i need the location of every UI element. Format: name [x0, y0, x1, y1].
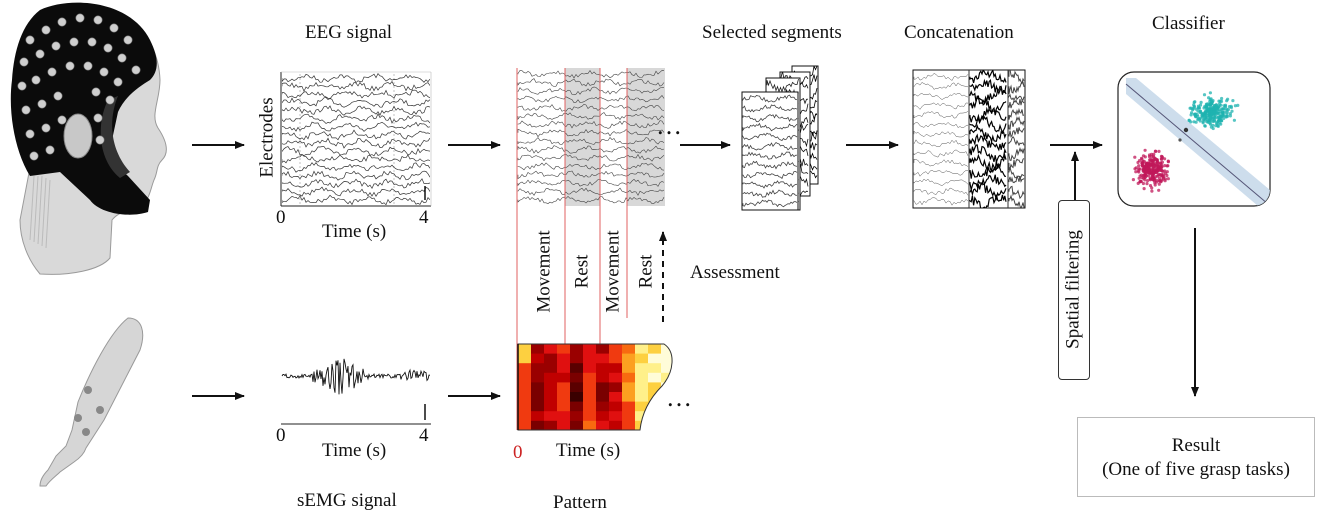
semg-x-tick-4: 4	[419, 425, 429, 446]
eeg-time-axis-label: Time (s)	[322, 221, 387, 242]
segmented-eeg-plot	[516, 68, 665, 430]
result-detail: (One of five grasp tasks)	[1102, 459, 1290, 480]
selected-segments-title: Selected segments	[702, 22, 842, 43]
eeg-signal-title: EEG signal	[305, 22, 393, 43]
segment-label-rest-2: Rest	[635, 254, 657, 289]
segment-label-movement-2: Movement	[602, 230, 624, 313]
segment-label-rest-1: Rest	[571, 254, 593, 289]
ellipsis-bottom: …	[666, 383, 692, 412]
eeg-plot	[280, 71, 432, 207]
result-box: Result (One of five grasp tasks)	[1077, 417, 1315, 497]
pattern-time-axis-label: Time (s)	[556, 440, 621, 461]
ellipsis-top: …	[656, 111, 682, 140]
semg-signal-title: sEMG signal	[297, 490, 397, 511]
head-eeg-cap-icon	[10, 2, 167, 275]
result-title: Result	[1171, 435, 1221, 456]
eeg-x-tick-4: 4	[419, 207, 429, 228]
eeg-x-tick-0: 0	[276, 207, 286, 228]
segment-label-movement-1: Movement	[533, 230, 555, 313]
semg-x-tick-0: 0	[276, 425, 286, 446]
classifier-scatter	[1117, 71, 1271, 207]
selected-segments-stack	[741, 65, 819, 211]
spatial-filtering-label: Spatial filtering	[1062, 230, 1084, 349]
pattern-heatmap	[517, 343, 673, 431]
electrodes-axis-label: Electrodes	[256, 97, 278, 178]
semg-plot	[281, 358, 431, 425]
classifier-title: Classifier	[1152, 13, 1225, 34]
semg-time-axis-label: Time (s)	[322, 440, 387, 461]
arm-semg-icon	[39, 317, 144, 487]
assessment-label: Assessment	[690, 262, 780, 283]
pattern-x-tick-0: 0	[513, 442, 523, 463]
concatenation-title: Concatenation	[904, 22, 1014, 43]
spatial-filtering-box	[1058, 200, 1090, 380]
pattern-title: Pattern	[553, 492, 607, 513]
concatenation-plot	[912, 69, 1026, 209]
